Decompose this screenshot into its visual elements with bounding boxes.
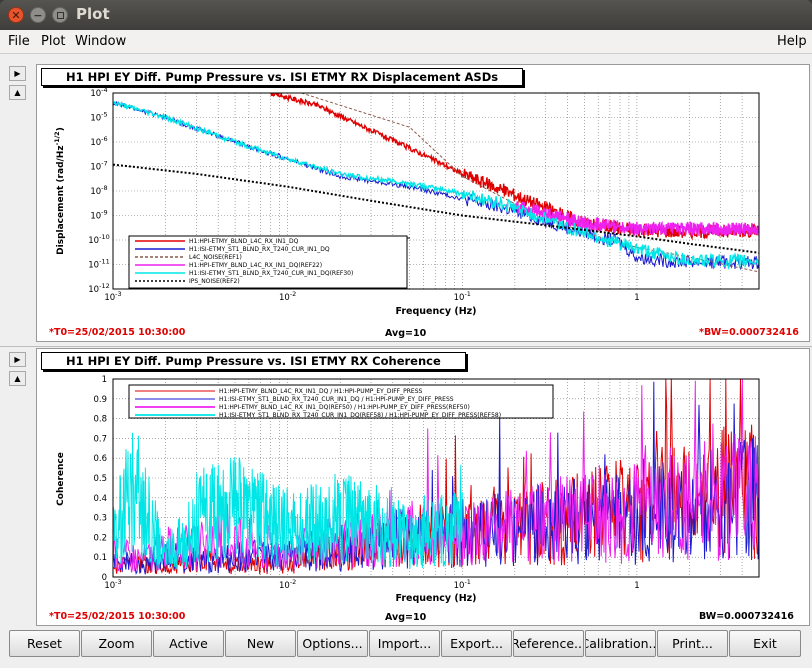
pane2-collapse-button[interactable]: ▲ xyxy=(9,371,26,386)
import-button[interactable]: Import... xyxy=(369,630,440,657)
coh-avg-label: Avg=10 xyxy=(385,612,427,623)
pane1-collapse-button[interactable]: ▲ xyxy=(9,85,26,100)
x-tick-label: 1 xyxy=(634,293,639,303)
menu-window[interactable]: Window xyxy=(75,34,127,49)
maximize-window-button[interactable] xyxy=(52,7,68,23)
y-tick-label: 10-4 xyxy=(90,86,107,99)
y-tick-label: 10-8 xyxy=(90,184,107,197)
coh-legend: H1:HPI-ETMY_BLND_L4C_RX_IN1_DQ / H1:HPI-… xyxy=(128,384,554,419)
coh-legend-label: H1:ISI-ETMY_ST1_BLND_RX_T240_CUR_IN1_DQ … xyxy=(219,396,454,403)
menu-file[interactable]: File xyxy=(8,34,30,49)
x-tick-label: 10-1 xyxy=(454,290,471,303)
asd-avg-label: Avg=10 xyxy=(385,328,427,339)
pane-separator[interactable] xyxy=(0,346,812,347)
y-tick-label: 0.6 xyxy=(93,454,107,464)
menu-plot[interactable]: Plot xyxy=(41,34,66,49)
y-tick-label: 0.2 xyxy=(93,533,107,543)
coh-x-axis-label: Frequency (Hz) xyxy=(395,593,476,604)
asd-x-axis-label: Frequency (Hz) xyxy=(395,306,476,317)
coh-y-axis-label: Coherence xyxy=(56,452,66,506)
zoom-button[interactable]: Zoom xyxy=(81,630,152,657)
plot-area: ▶ ▲ H1 HPI EY Diff. Pump Pressure vs. IS… xyxy=(0,54,812,668)
coherence-plot-title: H1 HPI EY Diff. Pump Pressure vs. ISI ET… xyxy=(41,352,466,370)
asd-plot-title: H1 HPI EY Diff. Pump Pressure vs. ISI ET… xyxy=(41,68,524,86)
coh-legend-label: H1:ISI-ETMY_ST1_BLND_RX_T240_CUR_IN1_DQ(… xyxy=(219,412,501,419)
y-tick-label: 10-9 xyxy=(90,209,107,222)
series-line-3 xyxy=(113,432,463,570)
y-tick-label: 0.3 xyxy=(93,514,107,524)
series-line-4 xyxy=(113,100,759,271)
asd-legend-label: IPS_NOISE(REF2) xyxy=(189,278,240,285)
series-line-5 xyxy=(113,163,759,254)
y-tick-label: 10-6 xyxy=(90,135,107,148)
window-titlebar: ✕ − Plot xyxy=(0,0,812,30)
y-tick-label: 0.7 xyxy=(93,434,107,444)
asd-legend-label: H1:ISI-ETMY_ST1_BLND_RX_T240_CUR_IN1_DQ xyxy=(189,246,330,253)
coh-legend-label: H1:HPI-ETMY_BLND_L4C_RX_IN1_DQ(REF50) / … xyxy=(219,404,470,411)
coh-t0-label: *T0=25/02/2015 10:30:00 xyxy=(49,611,186,622)
export-button[interactable]: Export... xyxy=(441,630,512,657)
asd-legend-label: L4C_NOISE(REF1) xyxy=(189,254,242,261)
series-line-0 xyxy=(270,93,759,241)
asd-t0-label: *T0=25/02/2015 10:30:00 xyxy=(49,327,186,338)
x-tick-label: 10-3 xyxy=(104,290,121,303)
new-button[interactable]: New xyxy=(225,630,296,657)
menubar: File Plot Window Help xyxy=(0,30,812,54)
active-button[interactable]: Active xyxy=(153,630,224,657)
asd-legend-box xyxy=(128,235,408,289)
pane2-expand-button[interactable]: ▶ xyxy=(9,352,26,367)
exit-button[interactable]: Exit xyxy=(729,630,801,657)
y-tick-label: 10-11 xyxy=(88,258,109,271)
y-tick-label: 1 xyxy=(102,375,107,385)
calibration-button[interactable]: Calibration... xyxy=(585,630,656,657)
y-tick-label: 0.8 xyxy=(93,415,107,425)
y-tick-label: 10-5 xyxy=(90,111,107,124)
y-tick-label: 0.1 xyxy=(93,553,107,563)
asd-legend-label: H1:HPI-ETMY_BLND_L4C_RX_IN1_DQ xyxy=(189,238,299,245)
asd-legend-label: H1:ISI-ETMY_ST1_BLND_RX_T240_CUR_IN1_DQ(… xyxy=(189,270,353,277)
y-tick-label: 0 xyxy=(102,573,107,583)
print-button[interactable]: Print... xyxy=(657,630,728,657)
button-bar: Reset Zoom Active New Options... Import.… xyxy=(0,630,812,668)
coherence-plot-pane[interactable]: H1 HPI EY Diff. Pump Pressure vs. ISI ET… xyxy=(36,348,810,626)
window-title: Plot xyxy=(76,5,110,23)
minimize-icon: − xyxy=(33,8,43,22)
x-tick-label: 10-2 xyxy=(279,578,296,591)
pane1-expand-button[interactable]: ▶ xyxy=(9,66,26,81)
x-tick-label: 10-2 xyxy=(279,290,296,303)
series-line-1 xyxy=(113,100,759,271)
x-tick-label: 1 xyxy=(634,581,639,591)
x-tick-label: 10-3 xyxy=(104,578,121,591)
y-tick-label: 0.5 xyxy=(93,474,107,484)
minimize-window-button[interactable]: − xyxy=(30,7,46,23)
reference-button[interactable]: Reference... xyxy=(513,630,584,657)
asd-y-axis-label: Displacement (rad/Hz-1/2) xyxy=(53,127,66,255)
coh-legend-label: H1:HPI-ETMY_BLND_L4C_RX_IN1_DQ / H1:HPI-… xyxy=(219,388,423,395)
series-group xyxy=(113,379,759,575)
coh-bw-label: BW=0.000732416 xyxy=(699,611,794,622)
asd-bw-label: *BW=0.000732416 xyxy=(699,327,799,338)
plot-frame xyxy=(112,92,760,290)
asd-chart[interactable]: 10-3 10-2 10-1 110-410-510-610-710-810-910-… xyxy=(37,65,809,341)
asd-legend-label: H1:HPI-ETMY_BLND_L4C_RX_IN1_DQ(REF22) xyxy=(189,262,322,269)
y-tick-label: 0.9 xyxy=(93,395,107,405)
asd-plot-pane[interactable]: H1 HPI EY Diff. Pump Pressure vs. ISI ET… xyxy=(36,64,810,342)
coherence-chart[interactable]: 10-3 10-2 10-1 1 0 0.1 0.2 0.3 0.4 0.5 0.6 0.7 0.8 0.… xyxy=(37,349,809,625)
series-group xyxy=(113,93,759,273)
menu-help[interactable]: Help xyxy=(777,34,807,49)
options-button[interactable]: Options... xyxy=(297,630,368,657)
close-window-button[interactable]: ✕ xyxy=(8,7,24,23)
series-line-3 xyxy=(514,201,759,237)
y-tick-label: 10-7 xyxy=(90,160,107,173)
x-tick-label: 10-1 xyxy=(454,578,471,591)
maximize-icon xyxy=(56,11,64,19)
y-tick-label: 10-12 xyxy=(88,282,109,295)
reset-button[interactable]: Reset xyxy=(9,630,80,657)
y-tick-label: 10-10 xyxy=(88,233,109,246)
close-icon: ✕ xyxy=(11,8,21,22)
plot-frame xyxy=(112,378,760,578)
y-tick-label: 0.4 xyxy=(93,494,107,504)
asd-legend: H1:HPI-ETMY_BLND_L4C_RX_IN1_DQH1:ISI-ETM… xyxy=(128,235,410,289)
